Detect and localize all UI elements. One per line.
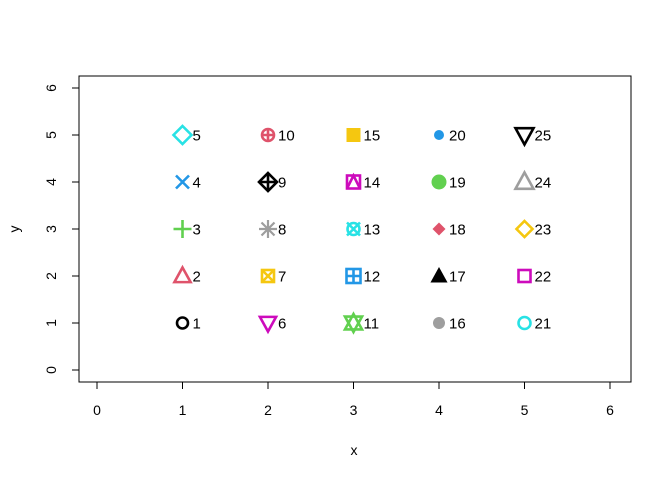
x-tick-label: 0 bbox=[93, 402, 101, 418]
data-point bbox=[431, 174, 447, 190]
data-point bbox=[432, 222, 446, 236]
data-point bbox=[430, 267, 448, 283]
point-label: 14 bbox=[364, 175, 381, 192]
points-layer: 1234567891011121314151617181920212223242… bbox=[171, 124, 552, 335]
data-point bbox=[260, 268, 276, 284]
y-tick-label: 6 bbox=[43, 84, 59, 92]
point-label: 6 bbox=[278, 316, 286, 333]
y-axis-label: y bbox=[6, 226, 22, 233]
point-label: 12 bbox=[364, 269, 381, 286]
data-point bbox=[175, 316, 190, 330]
data-point bbox=[514, 219, 535, 239]
x-tick-label: 5 bbox=[521, 402, 529, 418]
data-point bbox=[259, 220, 277, 238]
point-label: 9 bbox=[278, 175, 286, 192]
data-point bbox=[513, 169, 536, 191]
point-label: 3 bbox=[193, 222, 201, 239]
y-tick-label: 4 bbox=[43, 178, 59, 186]
x-tick-label: 1 bbox=[179, 402, 187, 418]
point-label: 4 bbox=[193, 175, 201, 192]
point-label: 13 bbox=[364, 222, 381, 239]
data-point bbox=[433, 317, 445, 329]
data-point bbox=[342, 311, 365, 335]
x-tick-label: 3 bbox=[350, 402, 358, 418]
data-point bbox=[513, 126, 536, 148]
y-tick-label: 5 bbox=[43, 131, 59, 139]
point-label: 25 bbox=[535, 128, 552, 145]
y-tick-label: 3 bbox=[43, 225, 59, 233]
point-label: 17 bbox=[449, 269, 466, 286]
point-label: 24 bbox=[535, 175, 552, 192]
data-point bbox=[257, 315, 279, 335]
data-point bbox=[173, 220, 192, 238]
point-label: 23 bbox=[535, 222, 552, 239]
point-label: 18 bbox=[449, 222, 466, 239]
point-label: 20 bbox=[449, 128, 466, 145]
y-tick-label: 0 bbox=[43, 366, 59, 374]
point-label: 22 bbox=[535, 269, 552, 286]
point-label: 7 bbox=[278, 269, 286, 286]
y-axis: 0 1 2 3 4 5 6 bbox=[43, 84, 80, 374]
data-point bbox=[345, 172, 362, 190]
point-label: 8 bbox=[278, 222, 286, 239]
data-point bbox=[171, 124, 194, 146]
point-label: 10 bbox=[278, 128, 295, 145]
data-point bbox=[434, 130, 444, 140]
y-tick-label: 2 bbox=[43, 272, 59, 280]
data-point bbox=[346, 221, 361, 237]
x-tick-label: 6 bbox=[606, 402, 614, 418]
data-point bbox=[517, 268, 532, 284]
point-label: 21 bbox=[535, 316, 552, 333]
data-point bbox=[260, 127, 276, 143]
point-label: 15 bbox=[364, 128, 381, 145]
x-axis: 0 1 2 3 4 5 6 bbox=[93, 381, 614, 418]
data-point bbox=[175, 174, 190, 190]
point-label: 5 bbox=[193, 128, 201, 145]
data-point bbox=[345, 267, 362, 285]
data-point bbox=[346, 128, 361, 142]
data-point bbox=[517, 315, 532, 331]
x-tick-label: 2 bbox=[264, 402, 272, 418]
x-tick-label: 4 bbox=[435, 402, 443, 418]
point-label: 1 bbox=[193, 316, 201, 333]
data-point bbox=[172, 264, 193, 284]
data-point bbox=[257, 171, 279, 193]
point-label: 19 bbox=[449, 175, 466, 192]
point-label: 11 bbox=[364, 316, 380, 333]
point-label: 2 bbox=[193, 269, 201, 286]
y-tick-label: 1 bbox=[43, 319, 59, 327]
point-label: 16 bbox=[449, 316, 466, 333]
x-axis-label: x bbox=[351, 442, 358, 458]
